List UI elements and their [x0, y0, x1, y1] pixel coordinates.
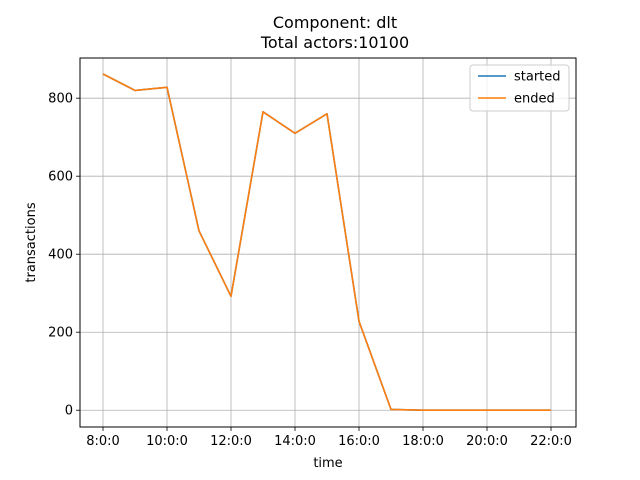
y-tick-label: 400	[48, 248, 73, 263]
x-tick-label: 18:0:0	[402, 434, 444, 449]
axis-ticks: 8:0:0 10:0:0 12:0:0 14:0:0 16:0:0 18:0:0 20:0:…	[48, 92, 572, 449]
x-tick-label: 10:0:0	[146, 434, 188, 449]
y-tick-label: 800	[48, 92, 73, 107]
x-tick-label: 12:0:0	[210, 434, 252, 449]
y-axis-label: transactions	[24, 202, 39, 282]
y-tick-label: 0	[65, 404, 73, 419]
grid	[80, 58, 576, 427]
y-tick-label: 600	[48, 170, 73, 185]
plot-frame	[79, 57, 577, 428]
legend-label-started: started	[514, 70, 561, 85]
x-tick-label: 16:0:0	[338, 434, 380, 449]
legend-label-ended: ended	[514, 92, 555, 107]
x-tick-label: 22:0:0	[530, 434, 572, 449]
x-axis-label: time	[313, 456, 342, 471]
legend: started ended	[469, 64, 570, 112]
x-tick-label: 8:0:0	[86, 434, 120, 449]
chart-title: Component: dlt	[273, 13, 397, 32]
x-tick-label: 14:0:0	[274, 434, 316, 449]
x-tick-label: 20:0:0	[466, 434, 508, 449]
series-line-ended	[102, 73, 551, 412]
chart-subtitle: Total actors:10100	[260, 33, 409, 52]
y-tick-label: 200	[48, 326, 73, 341]
series-lines	[102, 73, 551, 412]
